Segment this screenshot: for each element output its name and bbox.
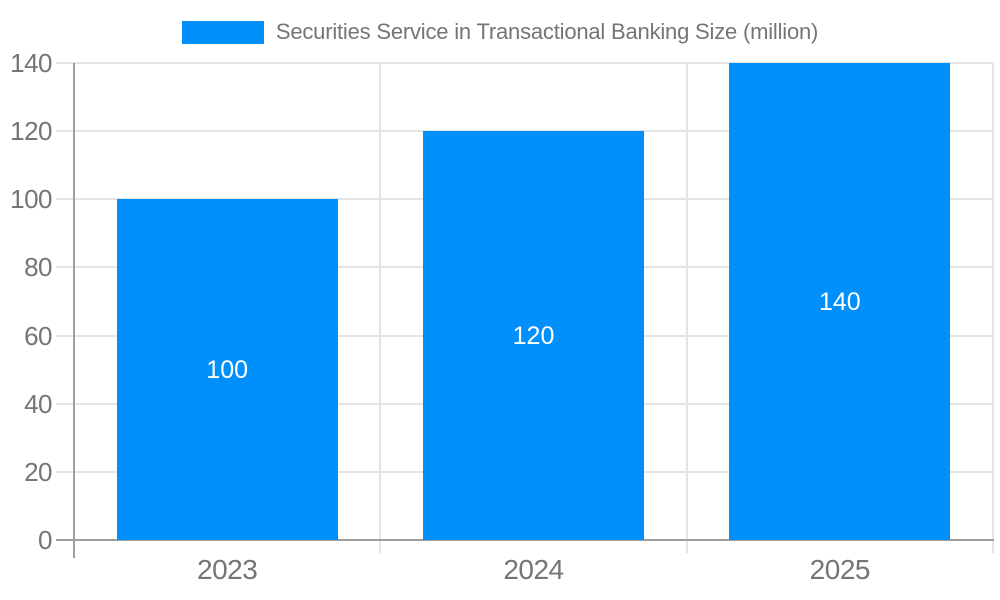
chart-legend[interactable]: Securities Service in Transactional Bank… — [0, 17, 1000, 47]
y-axis-tick-label: 60 — [24, 320, 52, 351]
x-gridline — [379, 63, 382, 553]
legend-swatch-icon — [181, 20, 264, 44]
y-axis-tick-label: 0 — [38, 525, 52, 555]
y-axis-tick-label: 140 — [10, 48, 52, 78]
y-gridline — [56, 62, 993, 64]
y-axis-tick-label: 120 — [10, 116, 52, 147]
legend-label: Securities Service in Transactional Bank… — [275, 19, 819, 44]
bar-value-label: 120 — [512, 321, 555, 350]
bar-value-label: 100 — [206, 355, 249, 384]
bar: 140 — [729, 63, 951, 540]
bar: 100 — [116, 199, 338, 540]
y-axis-tick-label: 100 — [10, 184, 52, 215]
x-gridline — [992, 63, 994, 553]
y-axis-line — [73, 63, 75, 558]
x-axis-tick-label: 2023 — [197, 554, 258, 585]
y-axis-tick-label: 40 — [24, 388, 52, 419]
x-axis-tick-label: 2024 — [503, 554, 564, 585]
bar-value-label: 140 — [818, 287, 861, 316]
x-axis-line — [56, 539, 994, 541]
y-axis-tick-label: 20 — [24, 456, 52, 487]
x-axis-tick-label: 2025 — [809, 554, 871, 585]
x-gridline — [685, 63, 688, 553]
bar: 120 — [423, 131, 644, 540]
y-axis-tick-label: 80 — [24, 252, 52, 283]
